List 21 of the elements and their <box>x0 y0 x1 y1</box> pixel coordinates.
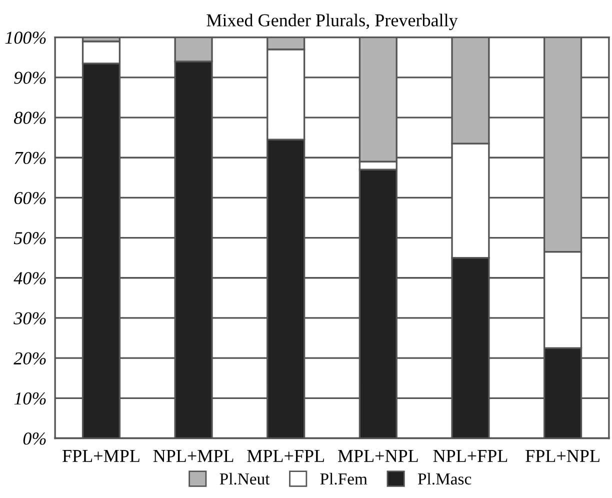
legend-label: Pl.Neut <box>220 472 270 485</box>
y-tick-label: 90% <box>14 72 46 84</box>
x-tick-label: NPL+FPL <box>433 450 508 462</box>
x-tick-label: MPL+FPL <box>247 450 324 462</box>
chart-title: Mixed Gender Plurals, Preverbally <box>206 14 458 30</box>
y-tick-label: 70% <box>14 152 46 164</box>
y-tick-label: 0% <box>23 432 46 445</box>
x-tick-label: MPL+NPL <box>338 450 418 462</box>
legend-label: Pl.Fem <box>320 472 368 485</box>
y-tick-label: 40% <box>14 272 46 284</box>
x-tick-label: FPL+MPL <box>62 450 140 462</box>
y-tick-label: 80% <box>14 112 46 124</box>
legend-label: Pl.Masc <box>418 472 472 485</box>
y-tick-label: 60% <box>14 192 46 204</box>
y-tick-label: 100% <box>5 32 46 44</box>
y-tick-label: 20% <box>14 352 46 365</box>
y-tick-label: 30% <box>14 312 46 324</box>
x-tick-label: NPL+MPL <box>153 450 234 462</box>
x-tick-label: FPL+NPL <box>526 450 600 462</box>
y-tick-label: 10% <box>14 392 46 405</box>
y-tick-label: 50% <box>14 232 46 244</box>
